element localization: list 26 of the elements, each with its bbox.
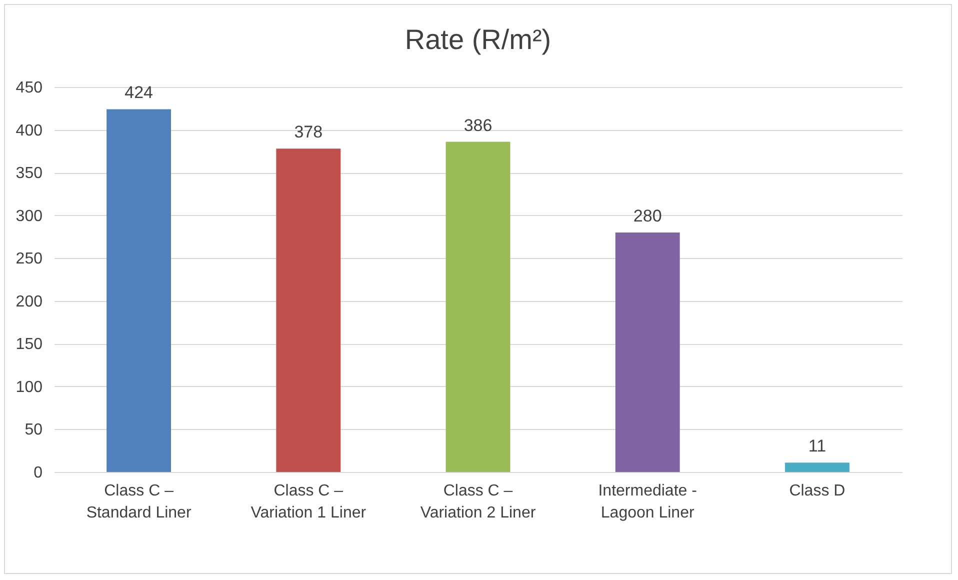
bar [106, 109, 172, 472]
y-tick-label: 50 [24, 422, 43, 439]
y-tick-label: 150 [16, 336, 43, 354]
y-tick-label: 400 [16, 122, 43, 140]
x-tick-label: Class D [789, 482, 846, 500]
bar [784, 462, 850, 472]
data-label: 280 [633, 206, 662, 226]
bar [276, 148, 341, 472]
bar [446, 142, 510, 472]
data-label: 378 [294, 122, 323, 142]
y-tick-label: 100 [16, 378, 43, 396]
x-tick-label: Class C – Variation 2 Liner [420, 482, 536, 522]
data-label: 11 [808, 436, 826, 456]
data-label: 424 [124, 83, 153, 102]
chart-title: Rate (R/m²) [404, 24, 552, 55]
x-tick-label: Class C – Variation 1 Liner [250, 482, 367, 522]
y-tick-label: 300 [16, 208, 43, 225]
x-tick-label: Intermediate - Lagoon Liner [598, 482, 697, 522]
y-tick-label: 350 [16, 165, 43, 182]
bar [615, 232, 680, 472]
y-tick-label: 250 [16, 250, 43, 268]
x-tick-label: Class C – Standard Liner [86, 482, 192, 522]
y-tick-label: 0 [34, 464, 43, 482]
y-tick-label: 200 [16, 293, 43, 310]
y-tick-label: 450 [16, 80, 43, 96]
data-label: 386 [464, 116, 492, 135]
